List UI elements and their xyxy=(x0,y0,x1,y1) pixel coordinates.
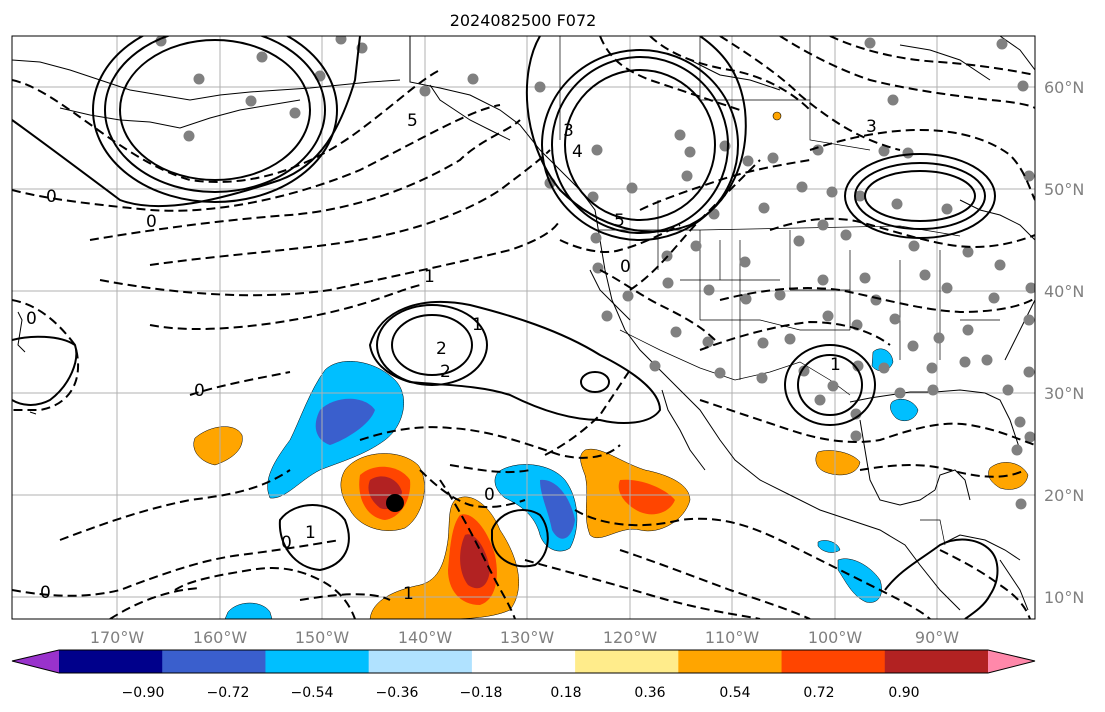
shade-blue-gulf-coast xyxy=(890,399,919,421)
lon-label: 160°W xyxy=(193,628,248,647)
contour-label: 0 xyxy=(40,583,51,603)
colorbar-tick-label: 0.54 xyxy=(719,685,750,701)
colorbar-segments xyxy=(12,650,1035,673)
shade-red-mexico-coast xyxy=(618,479,675,515)
contours-dashed xyxy=(12,36,1035,619)
map-panel: 0 0 0 0 0 0 0 0 1 1 1 1 1 2 2 3 3 4 5 5 xyxy=(12,36,1035,619)
colorbar-tick-label: −0.90 xyxy=(122,685,165,701)
lat-label: 30°N xyxy=(1044,384,1084,403)
lon-label: 130°W xyxy=(500,628,555,647)
colorbar-segment xyxy=(59,650,163,673)
contour-label: 0 xyxy=(46,187,57,207)
shade-orange-gulf xyxy=(815,450,861,476)
contour-label: 2 xyxy=(440,362,451,382)
contour-label: 0 xyxy=(620,257,631,277)
contour-label: 3 xyxy=(563,121,574,141)
colorbar-tick-label: −0.54 xyxy=(291,685,334,701)
contour-label: 5 xyxy=(407,111,418,131)
colorbar-segment xyxy=(162,650,266,673)
contours-solid xyxy=(12,36,999,619)
colorbar-ticks: −0.90 −0.72 −0.54 −0.36 −0.18 0.18 0.36 … xyxy=(122,685,920,701)
contour-label: 0 xyxy=(281,533,292,553)
colorbar-tick-label: 0.18 xyxy=(550,685,581,701)
storm-center-marker xyxy=(386,494,404,512)
colorbar-segment xyxy=(678,650,783,673)
contour-label: 5 xyxy=(614,211,625,231)
latitude-labels: 60°N 50°N 40°N 30°N 20°N 10°N xyxy=(1044,78,1084,607)
colorbar: −0.90 −0.72 −0.54 −0.36 −0.18 0.18 0.36 … xyxy=(11,649,1036,701)
contour-label: 2 xyxy=(436,339,447,359)
colorbar-segment xyxy=(265,650,370,673)
lat-label: 10°N xyxy=(1044,588,1084,607)
contour-label: 0 xyxy=(146,212,157,232)
contour-label: 1 xyxy=(305,523,316,543)
lon-label: 140°W xyxy=(398,628,453,647)
colorbar-segment xyxy=(884,650,989,673)
lon-label: 170°W xyxy=(90,628,145,647)
colorbar-tick-label: 0.90 xyxy=(888,685,919,701)
contour-label: 0 xyxy=(484,485,495,505)
contour-label: 1 xyxy=(424,267,435,287)
colorbar-tick-label: 0.36 xyxy=(634,685,665,701)
lon-label: 100°W xyxy=(808,628,863,647)
contour-label: 1 xyxy=(830,355,841,375)
longitude-labels: 170°W 160°W 150°W 140°W 130°W 120°W 110°… xyxy=(90,628,959,647)
shade-darkred-south xyxy=(460,534,490,589)
station-dots xyxy=(155,36,1035,510)
lat-label: 60°N xyxy=(1044,78,1084,97)
colorbar-tick-label: −0.36 xyxy=(376,685,419,701)
coastlines xyxy=(12,36,1035,611)
lat-label: 40°N xyxy=(1044,282,1084,301)
shade-darkblue-central-pacific xyxy=(315,398,375,445)
colorbar-tick-label: −0.72 xyxy=(207,685,250,701)
lon-label: 90°W xyxy=(915,628,959,647)
contour-label: 0 xyxy=(26,309,37,329)
contour-labels: 0 0 0 0 0 0 0 0 1 1 1 1 1 2 2 3 3 4 5 5 xyxy=(26,111,877,604)
lat-label: 20°N xyxy=(1044,486,1084,505)
small-positive-dot xyxy=(772,111,782,121)
contour-label: 3 xyxy=(866,117,877,137)
shade-blue-central-america xyxy=(817,540,882,603)
shade-orange-caribbean xyxy=(988,462,1029,490)
colorbar-tick-label: −0.18 xyxy=(460,685,503,701)
contour-label: 4 xyxy=(572,142,583,162)
lon-label: 110°W xyxy=(705,628,760,647)
colorbar-extend-high xyxy=(988,650,1035,673)
map-title: 2024082500 F072 xyxy=(450,11,597,30)
map-frame xyxy=(11,35,1036,620)
colorbar-outline xyxy=(11,649,1036,674)
shade-orange-hawaii-west xyxy=(193,426,243,466)
contour-label: 0 xyxy=(194,381,205,401)
colorbar-segment xyxy=(368,650,473,673)
lat-label: 50°N xyxy=(1044,180,1084,199)
lon-label: 150°W xyxy=(295,628,350,647)
colorbar-extend-low xyxy=(12,650,59,673)
contour-label: 1 xyxy=(403,584,414,604)
colorbar-segment xyxy=(575,650,679,673)
colorbar-segment xyxy=(471,650,576,673)
colorbar-tick-label: 0.72 xyxy=(803,685,834,701)
colorbar-segment xyxy=(781,650,886,673)
lon-label: 120°W xyxy=(603,628,658,647)
contour-label: 1 xyxy=(472,315,483,335)
shade-blue-southwest xyxy=(224,602,273,619)
